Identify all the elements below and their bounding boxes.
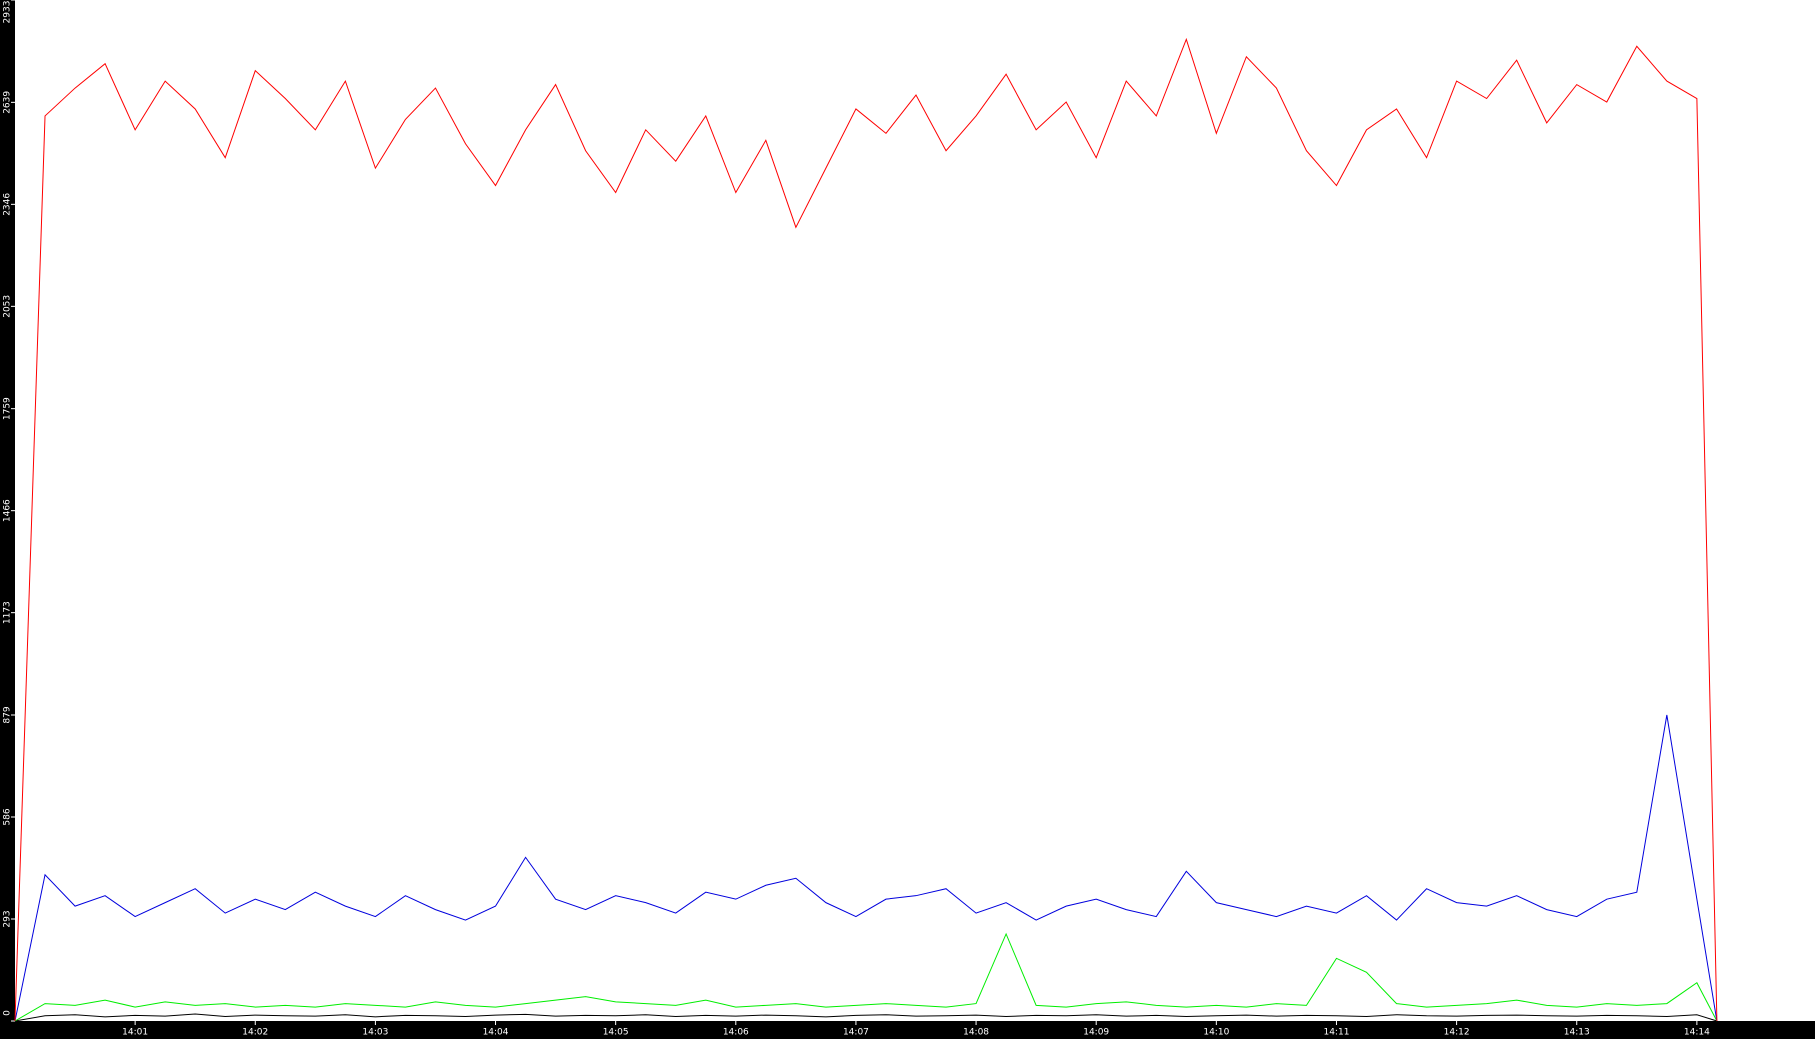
x-tick-label: 14:13 [1564,1028,1590,1038]
y-tick-label: 1466 [3,499,13,522]
y-tick-label: 0 [3,1010,13,1016]
y-tick-label: 879 [3,706,13,723]
x-tick-label: 14:05 [603,1028,629,1038]
series-line [14,932,1718,1022]
y-tick-label: 2346 [3,193,13,216]
y-tick-label: 1173 [3,601,13,624]
series-line [14,37,1718,1022]
y-tick-label: 1759 [3,397,13,420]
x-tick-label: 14:08 [963,1028,989,1038]
series-line [14,714,1718,1022]
x-tick-label: 14:02 [242,1028,268,1038]
x-tick-label: 14:07 [843,1028,869,1038]
x-tick-label: 14:03 [362,1028,388,1038]
y-tick-label: 293 [3,910,13,927]
x-axis-strip [0,1021,1815,1039]
y-tick-label: 586 [3,808,13,825]
y-tick-label: 2933 [3,1,13,24]
x-tick-label: 14:04 [483,1028,509,1038]
x-tick-label: 14:10 [1203,1028,1229,1038]
series-line [14,1013,1718,1022]
y-tick-label: 2639 [3,91,13,114]
y-tick-label: 2053 [3,295,13,318]
x-tick-label: 14:06 [723,1028,749,1038]
x-tick-label: 14:09 [1083,1028,1109,1038]
y-axis-strip [0,0,15,1039]
x-tick-label: 14:01 [122,1028,148,1038]
x-tick-label: 14:14 [1684,1028,1710,1038]
x-tick-label: 14:11 [1323,1028,1349,1038]
x-tick-label: 14:12 [1444,1028,1470,1038]
